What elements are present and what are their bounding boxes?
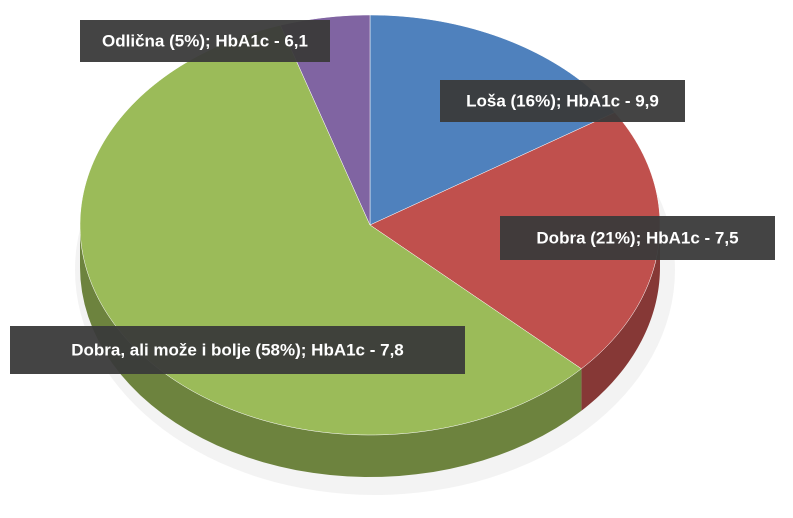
data-label: Loša (16%); HbA1c - 9,9 bbox=[466, 91, 659, 110]
label-box bbox=[440, 80, 685, 122]
data-label: Dobra, ali može i bolje (58%); HbA1c - 7… bbox=[71, 340, 404, 359]
label-box bbox=[500, 216, 775, 260]
pie-sides bbox=[80, 225, 660, 477]
label-box bbox=[80, 20, 330, 62]
slice-side bbox=[80, 225, 582, 477]
slice-side bbox=[581, 225, 660, 411]
label-box bbox=[10, 326, 465, 374]
data-label: Dobra (21%); HbA1c - 7,5 bbox=[536, 228, 738, 247]
data-labels: Loša (16%); HbA1c - 9,9 Dobra (21%); HbA1… bbox=[10, 20, 775, 374]
data-label: Odlična (5%); HbA1c - 6,1 bbox=[102, 31, 308, 50]
